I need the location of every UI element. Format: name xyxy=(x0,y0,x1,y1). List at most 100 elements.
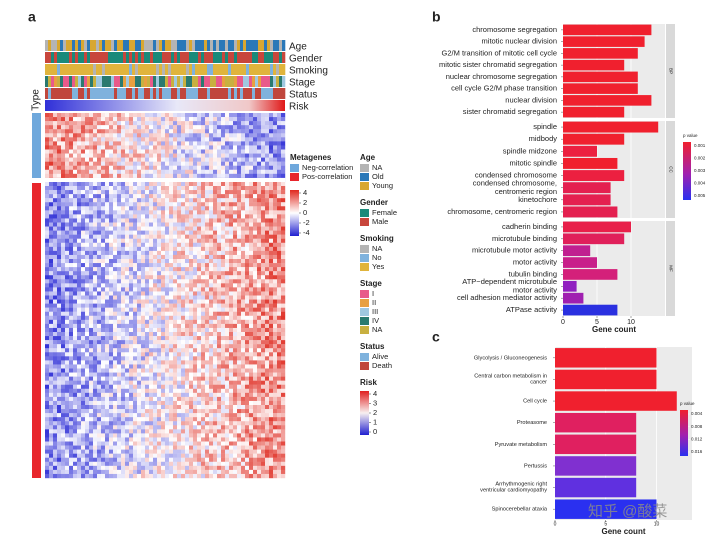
heatmap-cell xyxy=(133,323,138,329)
heatmap-cell xyxy=(101,409,106,414)
heatmap-cell xyxy=(229,352,234,357)
heatmap-cell xyxy=(57,246,62,252)
heatmap-cell xyxy=(57,372,62,377)
annotation-cell xyxy=(114,64,118,75)
heatmap-cell xyxy=(109,137,114,142)
heatmap-cell xyxy=(101,311,106,316)
heatmap-cell xyxy=(173,250,178,256)
heatmap-cell xyxy=(109,380,114,385)
heatmap-cell xyxy=(253,153,258,158)
heatmap-cell xyxy=(97,299,102,304)
heatmap-cell xyxy=(97,376,102,381)
heatmap-cell xyxy=(225,129,230,134)
heatmap-cell xyxy=(201,186,206,191)
heatmap-cell xyxy=(141,360,146,365)
heatmap-cell xyxy=(113,303,118,308)
heatmap-cell xyxy=(225,283,230,288)
heatmap-cell xyxy=(109,181,114,187)
heatmap-cell xyxy=(61,319,66,325)
heatmap-cell xyxy=(45,384,50,389)
heatmap-cell xyxy=(185,113,190,118)
heatmap-cell xyxy=(201,181,206,187)
heatmap-cell xyxy=(149,149,154,154)
annotation-cell xyxy=(123,88,127,99)
heatmap-cell xyxy=(149,396,154,402)
heatmap-cell xyxy=(265,279,270,284)
heatmap-cell xyxy=(237,263,242,268)
annotation-cell xyxy=(69,88,73,99)
heatmap-cell xyxy=(61,283,66,288)
heatmap-cell xyxy=(165,230,170,235)
heatmap-cell xyxy=(241,271,246,276)
heatmap-cell xyxy=(281,259,286,264)
heatmap-cell xyxy=(109,405,114,410)
heatmap-cell xyxy=(145,161,150,166)
heatmap-cell xyxy=(137,117,142,122)
heatmap-cell xyxy=(65,348,70,353)
heatmap-cell xyxy=(113,384,118,389)
heatmap-cell xyxy=(173,392,178,398)
heatmap-cell xyxy=(125,149,130,154)
heatmap-cell xyxy=(49,348,54,353)
heatmap-cell xyxy=(133,222,138,227)
heatmap-cell xyxy=(145,198,150,203)
heatmap-cell xyxy=(133,246,138,252)
heatmap-cell xyxy=(153,319,158,325)
heatmap-cell xyxy=(97,173,102,179)
heatmap-cell xyxy=(181,173,186,179)
heatmap-cell xyxy=(181,230,186,235)
heatmap-cell xyxy=(225,275,230,280)
heatmap-cell xyxy=(177,113,182,118)
heatmap-cell xyxy=(61,169,66,175)
heatmap-cell xyxy=(213,348,218,353)
heatmap-cell xyxy=(121,149,126,154)
heatmap-cell xyxy=(121,283,126,288)
heatmap-cell xyxy=(85,226,90,231)
heatmap-cell xyxy=(161,348,166,353)
heatmap-cell xyxy=(193,327,198,333)
heatmap-cell xyxy=(141,303,146,308)
heatmap-cell xyxy=(273,113,278,118)
heatmap-cell xyxy=(69,137,74,142)
heatmap-cell xyxy=(45,198,50,203)
heatmap-cell xyxy=(277,417,282,422)
heatmap-cell xyxy=(65,283,70,288)
heatmap-cell xyxy=(261,267,266,272)
heatmap-cell xyxy=(217,125,222,130)
heatmap-cell xyxy=(237,271,242,276)
heatmap-cell xyxy=(129,133,134,138)
heatmap-cell xyxy=(85,295,90,300)
heatmap-cell xyxy=(189,234,194,239)
heatmap-cell xyxy=(201,291,206,296)
heatmap-cell xyxy=(217,186,222,191)
heatmap-cell xyxy=(81,267,86,272)
heatmap-cell xyxy=(253,222,258,227)
heatmap-cell xyxy=(229,190,234,195)
heatmap-cell xyxy=(97,417,102,422)
heatmap-cell xyxy=(133,165,138,170)
heatmap-cell xyxy=(177,307,182,312)
heatmap-cell xyxy=(245,396,250,402)
annotation-cell xyxy=(162,40,166,51)
heatmap-cell xyxy=(61,153,66,158)
heatmap-cell xyxy=(281,141,286,146)
annotation-cell xyxy=(132,64,136,75)
heatmap-cell xyxy=(237,332,242,337)
heatmap-cell xyxy=(201,202,206,207)
heatmap-cell xyxy=(241,254,246,260)
heatmap-cell xyxy=(85,405,90,410)
heatmap-cell xyxy=(221,295,226,300)
heatmap-cell xyxy=(137,380,142,385)
heatmap-cell xyxy=(81,259,86,264)
annotation-cell xyxy=(81,76,85,87)
heatmap-cell xyxy=(229,271,234,276)
heatmap-cell xyxy=(153,259,158,264)
heatmap-cell xyxy=(177,149,182,154)
heatmap-cell xyxy=(169,137,174,142)
heatmap-cell xyxy=(221,117,226,122)
heatmap-cell xyxy=(101,364,106,369)
heatmap-cell xyxy=(237,413,242,418)
heatmap-cell xyxy=(237,186,242,191)
annotation-cell xyxy=(192,52,196,63)
heatmap-cell xyxy=(273,348,278,353)
